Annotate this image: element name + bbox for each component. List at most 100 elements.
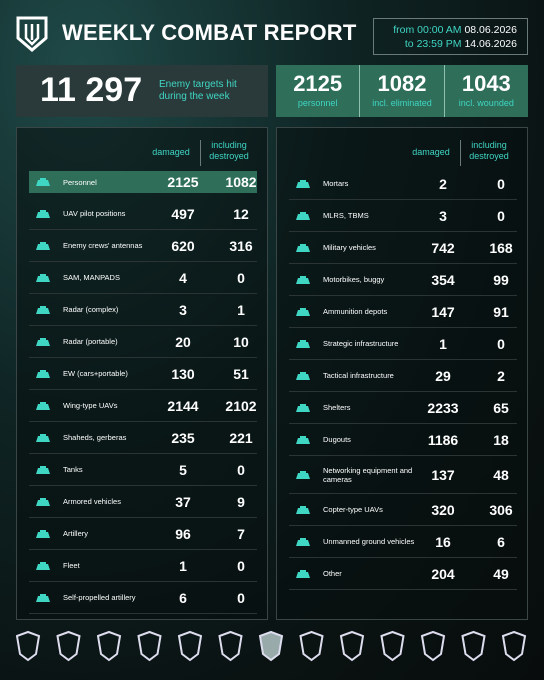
table-row: Tanks 5 0	[29, 454, 257, 486]
table-row: MLRS, TBMS 3 0	[289, 200, 517, 232]
row-label: Artillery	[63, 529, 89, 538]
damaged-value: 137	[431, 466, 455, 483]
damaged-value: 5	[179, 461, 187, 478]
row-icon	[296, 244, 310, 252]
unit-logo	[420, 630, 446, 662]
row-icon	[36, 178, 50, 186]
total-label: Enemy targets hit during the week	[159, 79, 237, 102]
row-icon	[296, 538, 310, 546]
row-label: Copter-type UAVs	[323, 505, 383, 514]
table-row: Mortars 2 0	[289, 168, 517, 200]
damaged-value: 2144	[167, 397, 199, 414]
row-icon	[36, 370, 50, 378]
table-row: Unmanned ground vehicles 16 6	[289, 526, 517, 558]
stat-label: incl. eliminated	[372, 98, 432, 108]
destroyed-value: 10	[233, 333, 249, 350]
destroyed-value: 1	[237, 301, 245, 318]
destroyed-value: 0	[237, 557, 245, 574]
damaged-value: 1186	[427, 431, 459, 448]
unit-logo	[258, 630, 284, 662]
to-date: 14.06.2026	[464, 38, 517, 50]
row-label: Other	[323, 569, 342, 578]
row-label: MLRS, TBMS	[323, 211, 369, 220]
unit-logo	[501, 630, 527, 662]
destroyed-value: 99	[493, 271, 509, 288]
row-icon	[36, 434, 50, 442]
row-icon	[296, 436, 310, 444]
row-icon	[296, 212, 310, 220]
row-label: Armored vehicles	[63, 497, 121, 506]
damaged-value: 16	[435, 533, 451, 550]
unit-logo	[137, 630, 162, 662]
row-label: SAM, MANPADS	[63, 273, 120, 282]
vertical-separator	[200, 140, 201, 166]
damaged-value: 130	[171, 365, 195, 382]
damaged-value: 29	[435, 367, 451, 384]
destroyed-value: 306	[489, 501, 513, 518]
right-table: damaged including destroyed Mortars 2 0 MLRS,…	[276, 127, 528, 620]
row-label: Mortars	[323, 179, 349, 188]
table-row: Radar (portable) 20 10	[29, 326, 257, 358]
table-row: Dugouts 1186 18	[289, 424, 517, 456]
stat-value: 1082	[377, 71, 427, 96]
row-label: Personnel	[63, 177, 97, 187]
destroyed-value: 0	[497, 335, 505, 352]
table-row: SAM, MANPADS 4 0	[29, 262, 257, 294]
damaged-value: 147	[431, 303, 455, 320]
destroyed-value: 51	[233, 365, 249, 382]
destroyed-value: 49	[493, 565, 509, 582]
destroyed-value: 0	[497, 175, 505, 192]
row-label: EW (cars+portable)	[63, 369, 128, 378]
table-row: Shaheds, gerberas 235 221	[29, 422, 257, 454]
total-summary: 11 297 Enemy targets hit during the week	[16, 65, 268, 117]
stat-label: incl. wounded	[458, 98, 514, 108]
row-icon	[296, 471, 310, 479]
table-row: Artillery 96 7	[29, 518, 257, 550]
row-icon	[296, 506, 310, 514]
row-icon	[296, 180, 310, 188]
table-row: Radar (complex) 3 1	[29, 294, 257, 326]
damaged-value: 742	[431, 239, 455, 256]
unit-logo	[299, 630, 324, 662]
destroyed-value: 12	[233, 205, 249, 222]
damaged-value: 1	[179, 557, 187, 574]
row-icon	[36, 402, 50, 410]
from-label: from 00:00 AM	[393, 24, 462, 36]
row-icon	[36, 594, 50, 602]
table-row: Military vehicles 742 168	[289, 232, 517, 264]
damaged-value: 1	[439, 335, 447, 352]
damaged-value: 2	[439, 175, 447, 192]
damaged-value: 4	[179, 269, 187, 286]
row-label: Dugouts	[323, 435, 351, 444]
logo	[16, 16, 48, 52]
personnel-summary: 2125 personnel 1082 incl. eliminated 1043 inc…	[276, 65, 528, 117]
left-table: damaged including destroyed Personnel 2125 1…	[16, 127, 268, 620]
unit-logo	[380, 630, 405, 662]
destroyed-header: including destroyed	[469, 140, 509, 161]
to-label: to 23:59 PM	[404, 38, 462, 50]
row-label: Self-propelled artillery	[63, 593, 136, 602]
table-row: Copter-type UAVs 320 306	[289, 494, 517, 526]
row-icon	[296, 570, 310, 578]
damaged-value: 2233	[427, 399, 459, 416]
row-icon	[296, 372, 310, 380]
damaged-value: 20	[175, 333, 191, 350]
table-row: Motorbikes, buggy 354 99	[289, 264, 517, 296]
table-row: Ammunition depots 147 91	[289, 296, 517, 328]
from-date: 08.06.2026	[464, 24, 517, 36]
total-value: 11 297	[40, 71, 143, 109]
damaged-value: 354	[431, 271, 455, 288]
destroyed-value: 7	[237, 525, 245, 542]
table-row: Wing-type UAVs 2144 2102	[29, 390, 257, 422]
row-icon	[36, 306, 50, 314]
row-label: UAV pilot positions	[63, 209, 126, 218]
destroyed-header: including destroyed	[209, 140, 249, 161]
row-icon	[36, 466, 50, 474]
destroyed-value: 0	[237, 461, 245, 478]
report-title: WEEKLY COMBAT REPORT	[62, 20, 357, 45]
damaged-value: 2125	[167, 174, 199, 190]
row-label: Unmanned ground vehicles	[323, 537, 415, 546]
destroyed-value: 0	[237, 269, 245, 286]
row-label: Shelters	[323, 403, 351, 412]
